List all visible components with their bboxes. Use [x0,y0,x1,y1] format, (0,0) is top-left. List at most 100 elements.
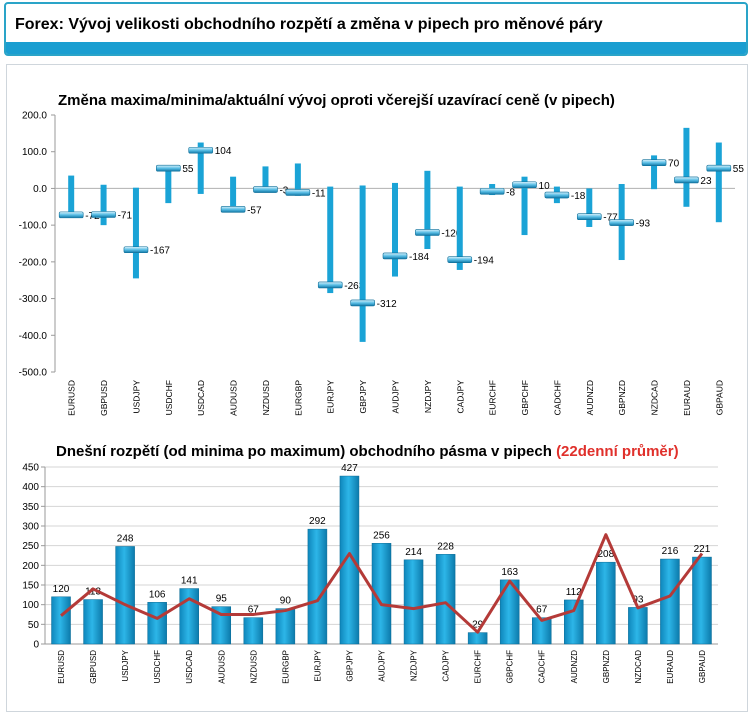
x-tick-label: GBPCHF [506,650,515,683]
current-marker [188,146,214,154]
value-label: 93 [632,594,644,605]
range-bar [132,187,139,279]
range-bar [197,142,204,194]
current-marker [576,213,602,220]
x-tick-label: CADCHF [538,650,547,683]
y-tick-label: -100.0 [19,221,48,232]
current-marker [512,181,537,189]
x-tick-label: USDCHF [164,380,174,415]
x-tick-label: USDCAD [185,650,194,684]
x-tick-label: GBPCHF [520,380,530,415]
current-marker [609,219,634,226]
y-tick-label: 0 [33,640,39,651]
x-tick-label: EURCHF [488,380,498,415]
x-tick-label: NZDJPY [410,649,419,681]
current-marker [253,186,278,193]
range-bar [307,528,328,645]
y-tick-label: 250 [22,541,39,552]
range-bar [68,175,75,218]
range-bar [262,166,269,192]
x-tick-label: EURAUD [682,380,692,416]
y-tick-label: 50 [28,620,40,631]
value-label: 216 [662,546,679,557]
header-bar: Forex: Vývoj velikosti obchodního rozpět… [4,2,748,56]
range-bar [683,127,690,207]
x-tick-label: GBPUSD [89,650,98,684]
range-bar [359,185,366,342]
value-label: 221 [694,544,711,555]
x-tick-label: GBPJPY [358,380,368,414]
value-label: -312 [377,299,397,310]
value-label: 208 [597,549,614,560]
x-tick-label: EURUSD [67,380,77,416]
x-tick-label: USDJPY [121,649,130,681]
range-bar [243,617,264,645]
value-label: -194 [474,256,494,267]
x-tick-label: AUDUSD [217,650,226,684]
range-bar [467,632,488,645]
x-tick-label: EURJPY [313,649,322,681]
chart1-title: Změna maxima/minima/aktuální vývoj oprot… [58,92,615,109]
value-label: 10 [539,181,551,192]
y-tick-label: 0.0 [33,184,47,195]
x-tick-label: GBPNZD [617,380,627,415]
range-bar [371,543,392,645]
value-label: 214 [405,547,422,558]
y-tick-label: 200.0 [22,111,47,122]
range-bar [435,554,456,645]
current-marker [58,211,84,219]
range-bar [715,142,722,223]
y-tick-label: 300 [22,522,39,533]
range-bar [692,556,712,645]
current-marker [674,176,699,184]
chart2-title: Dnešní rozpětí (od minima po maximum) ob… [56,443,679,460]
x-tick-label: GBPJPY [345,649,354,681]
page-title: Forex: Vývoj velikosti obchodního rozpět… [15,16,603,33]
value-label: -3 [279,186,288,197]
y-tick-label: -300.0 [19,294,48,305]
value-label: -120 [441,228,461,239]
value-label: 70 [668,159,680,170]
current-marker [447,256,473,263]
range-bar [275,608,296,645]
value-label: 228 [437,541,454,552]
x-tick-label: NZDJPY [423,380,433,413]
header-band [6,42,746,54]
y-tick-label: 450 [22,463,39,474]
value-label: -263 [344,281,364,292]
current-marker [382,252,408,260]
value-label: 427 [341,463,358,474]
current-marker [706,164,732,172]
range-bar [327,186,334,294]
range-bar [51,596,71,645]
value-label: 90 [280,596,292,607]
y-tick-label: 150 [22,581,39,592]
y-tick-label: 400 [22,482,39,493]
y-tick-label: 100.0 [22,147,47,158]
y-tick-label: -500.0 [19,368,48,379]
y-tick-label: 350 [22,502,39,513]
value-label: -18 [571,191,586,202]
range-bar [165,166,172,204]
x-tick-label: AUDJPY [391,380,401,414]
value-label: 256 [373,530,390,541]
current-marker [156,164,181,172]
range-bar [424,170,431,250]
range-bar [403,559,424,645]
value-label: 55 [182,164,194,175]
x-tick-label: AUDJPY [378,649,387,681]
current-marker [220,206,246,213]
x-tick-label: GBPUSD [99,380,109,416]
x-tick-label: NZDUSD [261,380,271,415]
value-label: 104 [215,146,232,157]
value-label: 67 [248,605,260,616]
x-tick-label: CADJPY [442,649,451,681]
range-bar [456,186,463,270]
range-bar [564,599,584,645]
range-bar [100,184,107,226]
value-label: 141 [181,576,198,587]
range-bar [115,546,135,645]
value-label: 112 [566,587,582,598]
value-label: -71 [118,210,133,221]
